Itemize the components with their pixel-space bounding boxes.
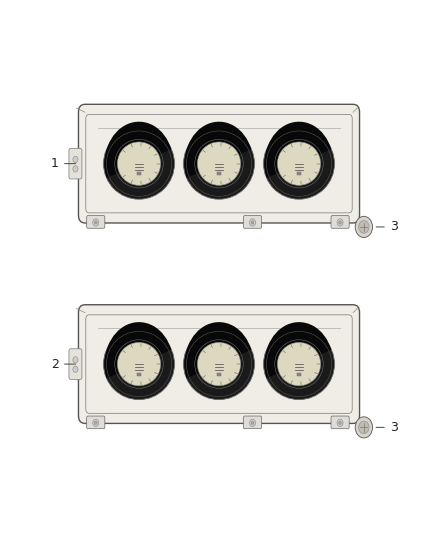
Circle shape — [73, 366, 78, 373]
Ellipse shape — [198, 342, 240, 386]
Circle shape — [95, 421, 97, 424]
Ellipse shape — [103, 128, 174, 199]
Text: 2: 2 — [51, 358, 76, 370]
Circle shape — [93, 219, 99, 226]
Circle shape — [355, 216, 372, 238]
Ellipse shape — [103, 328, 174, 400]
Wedge shape — [184, 322, 251, 378]
Wedge shape — [265, 122, 331, 178]
Wedge shape — [105, 322, 171, 378]
Circle shape — [95, 221, 97, 224]
FancyBboxPatch shape — [331, 416, 349, 429]
Wedge shape — [265, 322, 331, 378]
Ellipse shape — [264, 328, 335, 400]
Ellipse shape — [184, 128, 254, 199]
Circle shape — [73, 357, 78, 363]
FancyBboxPatch shape — [244, 216, 261, 228]
Bar — [217, 172, 221, 175]
Circle shape — [339, 421, 341, 424]
Circle shape — [250, 419, 255, 426]
Bar — [297, 172, 301, 175]
Ellipse shape — [184, 328, 254, 400]
Circle shape — [73, 156, 78, 163]
Circle shape — [355, 417, 372, 438]
Bar — [217, 373, 221, 376]
Circle shape — [251, 221, 254, 224]
Bar — [137, 373, 141, 376]
Circle shape — [337, 419, 343, 426]
FancyBboxPatch shape — [78, 305, 360, 423]
Bar — [297, 373, 301, 376]
Ellipse shape — [277, 142, 321, 185]
Text: 3: 3 — [376, 421, 398, 434]
Wedge shape — [184, 122, 251, 178]
Ellipse shape — [198, 142, 240, 185]
Bar — [137, 172, 141, 175]
FancyBboxPatch shape — [87, 416, 105, 429]
FancyBboxPatch shape — [244, 416, 261, 429]
Circle shape — [359, 421, 369, 434]
Circle shape — [339, 221, 341, 224]
FancyBboxPatch shape — [69, 148, 82, 179]
Ellipse shape — [277, 342, 321, 386]
FancyBboxPatch shape — [69, 349, 82, 379]
FancyBboxPatch shape — [87, 216, 105, 228]
Ellipse shape — [117, 142, 161, 185]
Text: 1: 1 — [51, 157, 76, 170]
Circle shape — [93, 419, 99, 426]
Circle shape — [337, 219, 343, 226]
Circle shape — [359, 221, 369, 233]
Circle shape — [250, 219, 255, 226]
FancyBboxPatch shape — [78, 104, 360, 223]
FancyBboxPatch shape — [331, 216, 349, 228]
Circle shape — [251, 421, 254, 424]
Circle shape — [73, 166, 78, 172]
Ellipse shape — [117, 342, 161, 386]
Wedge shape — [105, 122, 171, 178]
Ellipse shape — [264, 128, 335, 199]
Text: 3: 3 — [376, 221, 398, 233]
